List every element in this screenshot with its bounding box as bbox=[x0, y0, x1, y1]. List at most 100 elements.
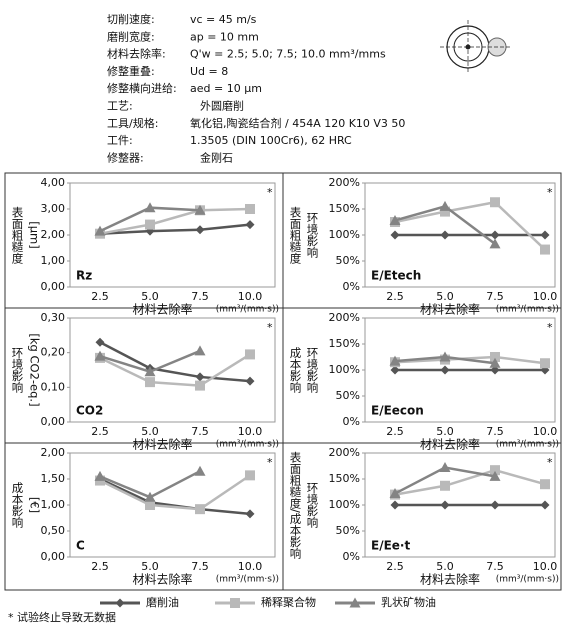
y-tick-label: 0,00 bbox=[41, 280, 66, 293]
x-tick-label: 7.5 bbox=[191, 560, 209, 573]
param-label: 工具/规格: bbox=[107, 116, 158, 130]
y-tick-label: 200% bbox=[329, 311, 360, 324]
x-tick-label: 2.5 bbox=[386, 425, 404, 438]
param-label: 材料去除率: bbox=[107, 47, 166, 61]
annotation: * bbox=[267, 456, 273, 469]
series-line bbox=[394, 468, 546, 496]
legend-marker bbox=[230, 598, 240, 608]
plot-frame bbox=[69, 317, 276, 423]
x-axis-label: 材料去除率 bbox=[132, 572, 192, 587]
x-axis-label: 材料去除率 bbox=[132, 302, 192, 317]
param-value: Q'w = 2.5; 5.0; 7.5; 10.0 mm³/mms bbox=[190, 48, 386, 61]
y-tick-label: 150% bbox=[329, 202, 360, 215]
y-tick-label: 0,50 bbox=[41, 524, 66, 537]
data-point bbox=[245, 349, 255, 360]
x-tick-label: 5.0 bbox=[141, 290, 159, 303]
data-point bbox=[440, 206, 450, 217]
data-point bbox=[540, 500, 550, 510]
x-tick-label: 2.5 bbox=[386, 290, 404, 303]
y-tick-label: 2,00 bbox=[41, 228, 66, 241]
x-tick-label: 5.0 bbox=[436, 425, 454, 438]
x-axis-unit: (mm³/(mm·s)) bbox=[496, 305, 559, 315]
annotation: * bbox=[267, 186, 273, 199]
param-label: 工件: bbox=[107, 134, 133, 147]
y-tick-label: 100% bbox=[329, 363, 360, 376]
param-label: 磨削宽度: bbox=[107, 29, 155, 43]
data-point bbox=[389, 214, 401, 225]
x-tick-label: 10.0 bbox=[238, 560, 263, 573]
y-axis-label: [€] bbox=[28, 497, 42, 513]
x-tick-label: 2.5 bbox=[91, 425, 109, 438]
x-axis-label: 材料去除率 bbox=[132, 437, 192, 452]
data-point bbox=[145, 377, 155, 388]
y-tick-label: 0% bbox=[343, 415, 360, 428]
data-point bbox=[194, 204, 206, 215]
data-point bbox=[490, 465, 500, 476]
param-value: vc = 45 m/s bbox=[190, 13, 257, 26]
data-point bbox=[94, 470, 106, 481]
data-point bbox=[194, 345, 206, 356]
annotation: * bbox=[547, 321, 553, 334]
legend-label: 稀释聚合物 bbox=[261, 595, 316, 609]
corner-label: E/Ee·t bbox=[371, 539, 410, 553]
x-axis-unit: (mm³/(mm·s)) bbox=[496, 575, 559, 585]
param-label: 切削速度: bbox=[107, 12, 155, 26]
x-tick-label: 10.0 bbox=[533, 290, 558, 303]
x-axis-label: 材料去除率 bbox=[420, 302, 480, 317]
y-tick-label: 0,20 bbox=[41, 346, 66, 359]
series-line bbox=[394, 200, 546, 251]
series-line bbox=[99, 223, 251, 235]
data-point bbox=[490, 230, 500, 240]
series-line bbox=[99, 474, 251, 511]
data-point bbox=[95, 337, 105, 347]
y-tick-label: 0,10 bbox=[41, 380, 66, 393]
data-point bbox=[489, 470, 501, 481]
y-tick-label: 150% bbox=[329, 337, 360, 350]
data-point bbox=[94, 350, 106, 361]
data-point bbox=[245, 509, 255, 519]
x-tick-label: 5.0 bbox=[436, 290, 454, 303]
data-point bbox=[389, 355, 401, 366]
y-tick-label: 100% bbox=[329, 228, 360, 241]
annotation: * bbox=[547, 456, 553, 469]
param-value: Ud = 8 bbox=[190, 65, 228, 78]
data-point bbox=[194, 465, 206, 476]
y-axis-label: [µm] bbox=[28, 221, 42, 249]
y-tick-label: 200% bbox=[329, 176, 360, 189]
x-tick-label: 7.5 bbox=[486, 425, 504, 438]
series-line bbox=[99, 477, 251, 516]
param-value: ap = 10 mm bbox=[190, 30, 259, 43]
data-point bbox=[145, 219, 155, 230]
legend-marker bbox=[115, 598, 125, 608]
y-axis-label: 环境影响 bbox=[11, 347, 25, 394]
legend-marker bbox=[349, 597, 361, 608]
x-tick-label: 5.0 bbox=[141, 425, 159, 438]
y-tick-label: 0% bbox=[343, 550, 360, 563]
y-tick-label: 0,00 bbox=[41, 550, 66, 563]
x-axis-label: 材料去除率 bbox=[420, 437, 480, 452]
x-axis-unit: (mm³/(mm·s)) bbox=[216, 440, 279, 450]
param-value: 金刚石 bbox=[200, 150, 233, 164]
x-tick-label: 10.0 bbox=[533, 560, 558, 573]
data-point bbox=[144, 202, 156, 213]
annotation: * bbox=[547, 186, 553, 199]
data-point bbox=[439, 462, 451, 473]
data-point bbox=[195, 225, 205, 235]
legend-label: 磨削油 bbox=[146, 595, 179, 609]
x-tick-label: 7.5 bbox=[486, 290, 504, 303]
param-value: 氧化铝,陶瓷结合剂 / 454A 120 K10 V3 50 bbox=[190, 116, 405, 130]
y-axis-label: 环境影响 bbox=[306, 347, 320, 394]
x-tick-label: 7.5 bbox=[191, 425, 209, 438]
y-axis-label: 环境影响 bbox=[306, 482, 320, 529]
data-point bbox=[245, 470, 255, 481]
corner-label: E/Eecon bbox=[371, 404, 424, 418]
y-tick-label: 0,30 bbox=[41, 311, 66, 324]
data-point bbox=[195, 380, 205, 391]
x-axis-unit: (mm³/(mm·s)) bbox=[216, 575, 279, 585]
y-tick-label: 50% bbox=[336, 254, 360, 267]
footnote: * 试验终止导致无数据 bbox=[8, 610, 116, 624]
data-point bbox=[390, 500, 400, 510]
param-label: 修整重叠: bbox=[107, 64, 155, 78]
param-value: 1.3505 (DIN 100Cr6), 62 HRC bbox=[190, 134, 352, 147]
